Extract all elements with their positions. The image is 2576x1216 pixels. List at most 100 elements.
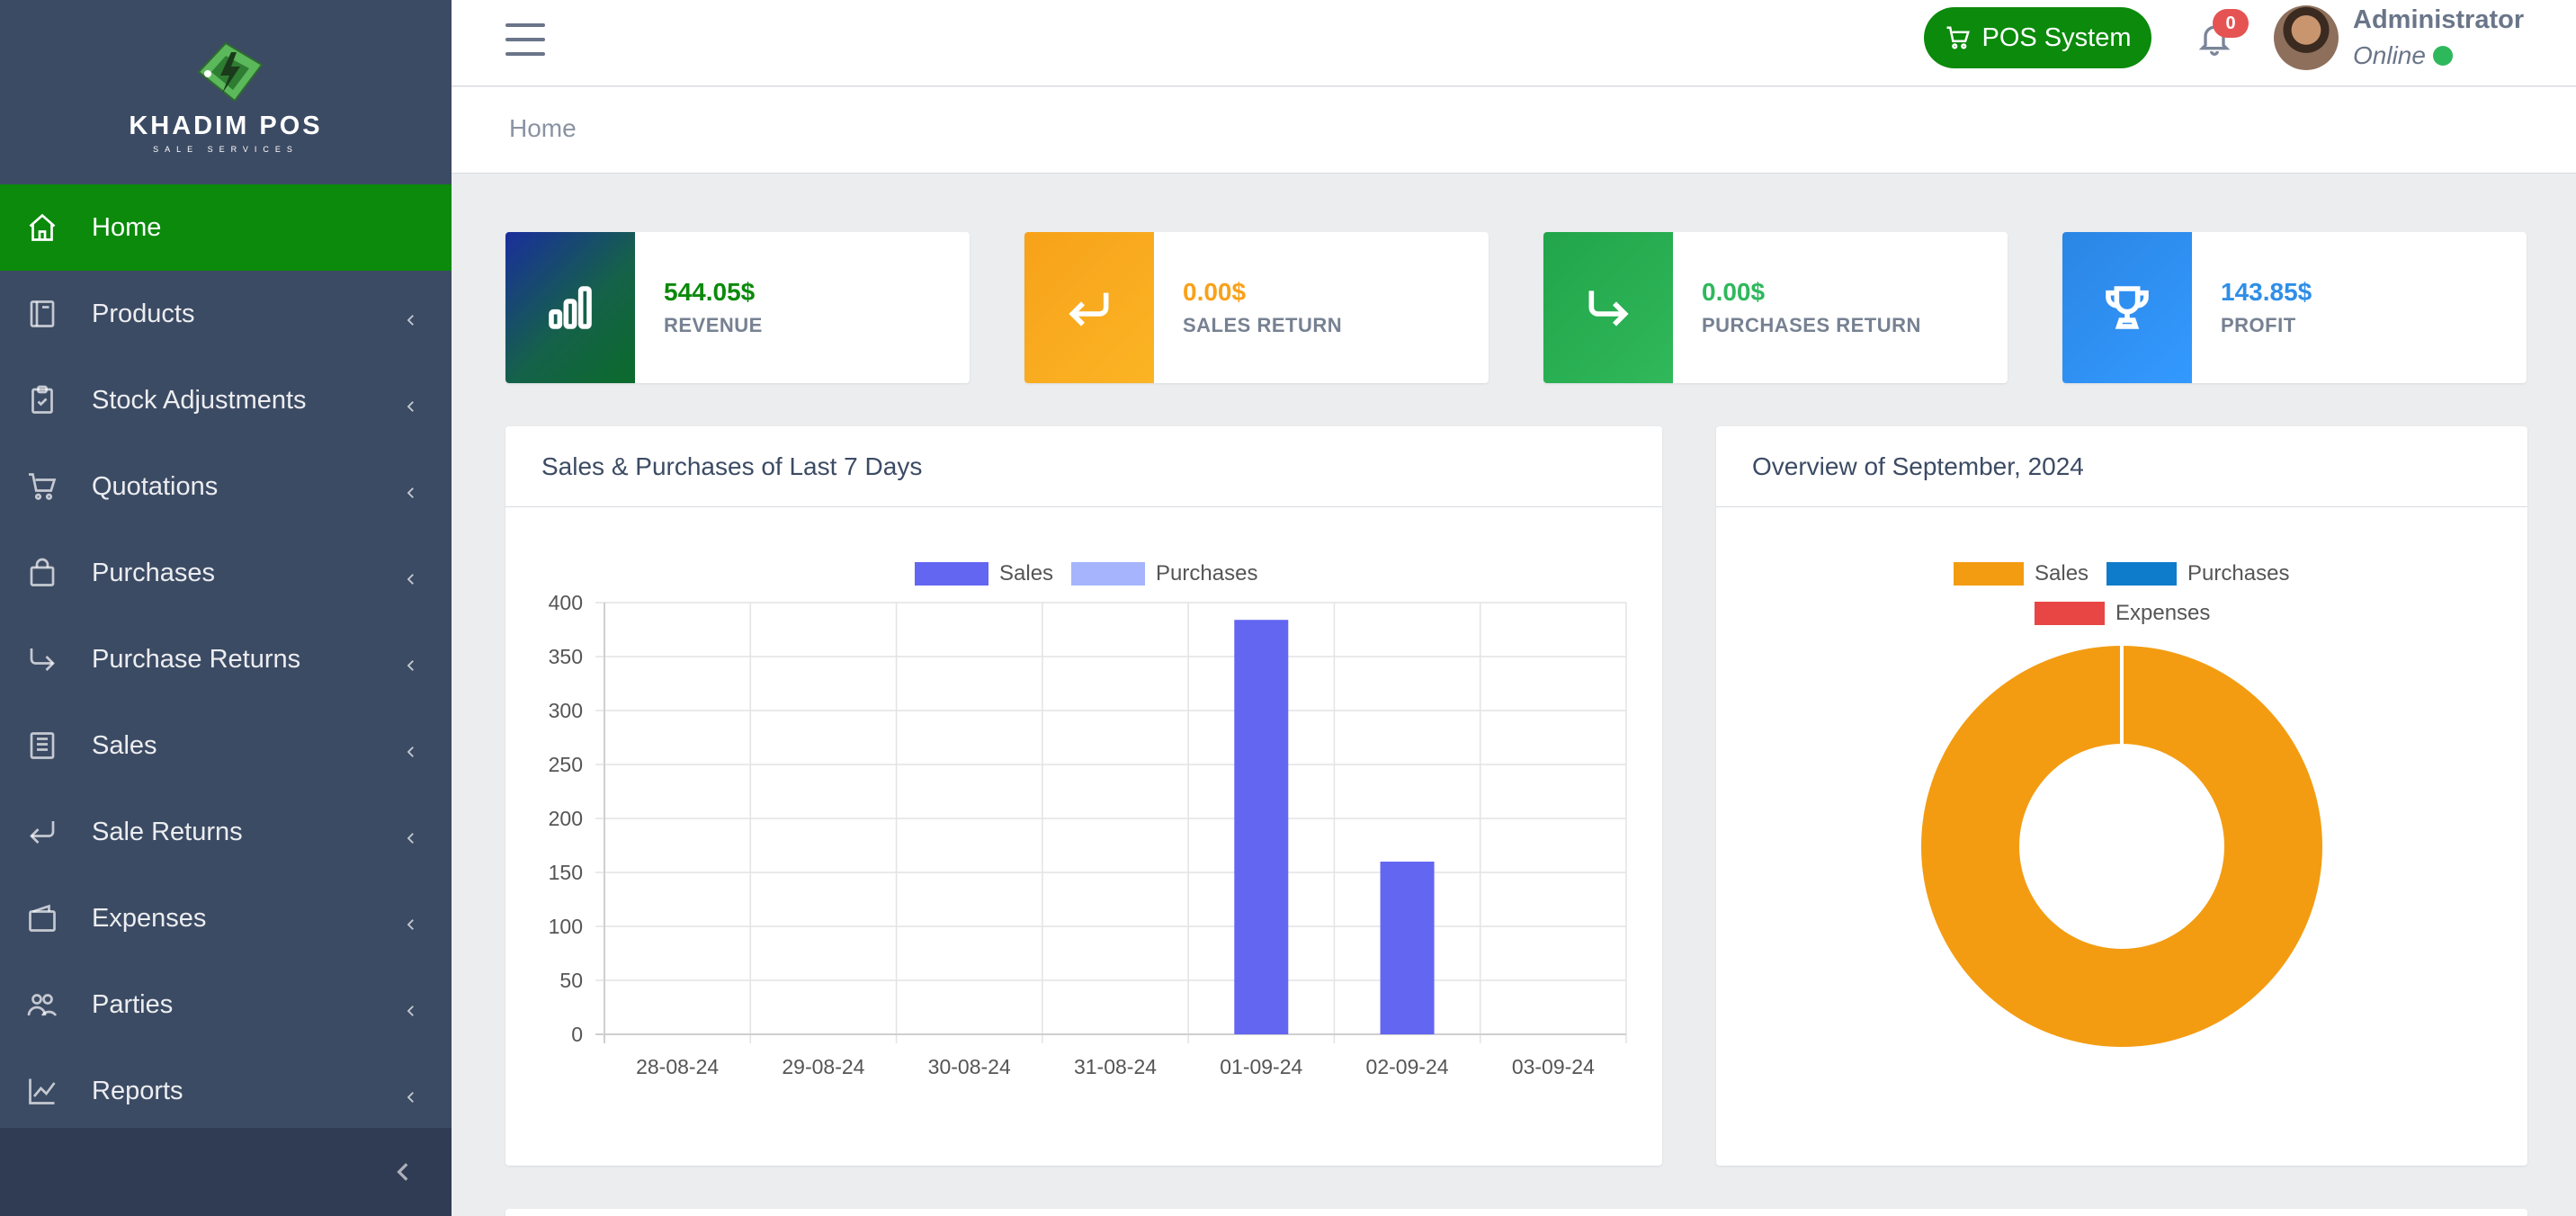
trophy-icon	[2106, 286, 2149, 329]
graph-up-icon	[25, 1074, 59, 1108]
stat-value: 143.85$	[2221, 278, 2312, 306]
sales-purchases-chart-panel: Sales & Purchases of Last 7 Days Sales P…	[505, 426, 1662, 1166]
brand-logo-icon	[197, 41, 264, 103]
legend-label: Purchases	[2187, 561, 2290, 586]
y-tick-label: 350	[549, 645, 583, 668]
sidebar-item-label: Parties	[92, 989, 174, 1019]
stat-value: 544.05$	[664, 278, 756, 306]
bar-chart-legend: Sales Purchases	[915, 561, 1275, 586]
legend-label: Sales	[2035, 561, 2089, 586]
bar-sales	[1234, 620, 1289, 1034]
sidebar-item-purchases[interactable]: Purchases	[0, 530, 452, 616]
legend-label: Sales	[999, 561, 1054, 586]
y-tick-label: 0	[571, 1023, 583, 1046]
sidebar-item-sales[interactable]: Sales	[0, 702, 452, 789]
sidebar-item-label: Home	[92, 212, 162, 242]
stat-icon-box	[1024, 232, 1154, 383]
x-tick-label: 03-09-24	[1512, 1055, 1595, 1078]
donut-chart	[1920, 646, 2322, 1047]
chevron-left-icon	[403, 565, 419, 585]
bar-chart: 0 50 100 150 200 250 300 350 400 28-08-24 29-08-24…	[549, 591, 1627, 1078]
chevron-left-icon	[403, 824, 419, 844]
sidebar-item-label: Stock Adjustments	[92, 385, 307, 415]
sidebar: KHADIM POS SALE SERVICES Home Products Sto…	[0, 0, 452, 1216]
stat-card-profit: 143.85$ PROFIT	[2062, 232, 2527, 383]
sidebar-item-expenses[interactable]: Expenses	[0, 875, 452, 961]
sidebar-item-products[interactable]: Products	[0, 271, 452, 357]
donut-legend-row2: Expenses	[2035, 601, 2228, 626]
brand-tagline: SALE SERVICES	[153, 145, 299, 154]
brand-name: KHADIM POS	[129, 112, 323, 140]
x-tick-label: 31-08-24	[1074, 1055, 1157, 1078]
sidebar-item-reports[interactable]: Reports	[0, 1048, 452, 1134]
legend-item-purchases[interactable]: Purchases	[1071, 561, 1257, 586]
stat-icon-box	[1543, 232, 1673, 383]
y-tick-label: 50	[559, 969, 583, 992]
chevron-left-icon	[403, 651, 419, 671]
chevron-left-icon	[403, 910, 419, 930]
stat-label: PURCHASES RETURN	[1702, 314, 1921, 336]
stat-card-sales-return: 0.00$ SALES RETURN	[1024, 232, 1489, 383]
notifications-button[interactable]: 0	[2196, 9, 2249, 61]
home-icon	[25, 210, 59, 245]
chevron-left-icon	[403, 997, 419, 1016]
stat-card-purchases-return: 0.00$ PURCHASES RETURN	[1543, 232, 2008, 383]
legend-label: Expenses	[2115, 601, 2211, 625]
y-tick-label: 200	[549, 807, 583, 830]
breadcrumb: Home	[452, 87, 2576, 174]
top-header: POS System 0 Administrator Online	[452, 0, 2576, 86]
avatar[interactable]	[2274, 5, 2339, 70]
sidebar-item-stock-adjustments[interactable]: Stock Adjustments	[0, 357, 452, 443]
sidebar-item-label: Reports	[92, 1076, 183, 1105]
stat-label: SALES RETURN	[1183, 314, 1343, 336]
x-tick-label: 30-08-24	[928, 1055, 1011, 1078]
sidebar-item-label: Quotations	[92, 471, 219, 501]
legend-item-sales[interactable]: Sales	[915, 561, 1053, 586]
sidebar-item-label: Expenses	[92, 903, 207, 933]
hamburger-menu-button[interactable]	[505, 22, 545, 58]
cart-icon	[25, 469, 59, 504]
brand[interactable]: KHADIM POS SALE SERVICES	[0, 0, 452, 184]
stat-icon-box	[505, 232, 635, 383]
donut-slice-sales[interactable]	[1920, 646, 2322, 1047]
people-icon	[25, 988, 59, 1022]
bag-icon	[25, 556, 59, 590]
panel-title: Sales & Purchases of Last 7 Days	[505, 426, 1662, 507]
pos-system-label: POS System	[1981, 22, 2132, 52]
sidebar-item-purchase-returns[interactable]: Purchase Returns	[0, 616, 452, 702]
notification-count-badge: 0	[2213, 9, 2249, 38]
chevron-left-icon	[403, 1083, 419, 1103]
return-left-icon	[1069, 292, 1109, 326]
pos-system-button[interactable]: POS System	[1924, 7, 2151, 68]
stat-label: PROFIT	[2221, 314, 2296, 336]
breadcrumb-item-home[interactable]: Home	[509, 114, 577, 142]
sidebar-item-parties[interactable]: Parties	[0, 961, 452, 1048]
receipt-icon	[25, 729, 59, 763]
sidebar-item-label: Sale Returns	[92, 817, 243, 846]
stat-label: REVENUE	[664, 314, 763, 336]
legend-item-sales[interactable]: Sales	[1954, 561, 2089, 586]
y-tick-label: 150	[549, 861, 583, 884]
overview-chart-panel: Overview of September, 2024 Sales Purcha…	[1716, 426, 2527, 1166]
return-right-icon	[1588, 291, 1629, 326]
sidebar-item-sale-returns[interactable]: Sale Returns	[0, 789, 452, 875]
legend-item-purchases[interactable]: Purchases	[2106, 561, 2289, 586]
panel-title: Overview of September, 2024	[1716, 426, 2527, 507]
next-panel	[505, 1209, 2527, 1216]
bar-chart-icon	[549, 286, 592, 329]
arrow-return-left-icon	[25, 815, 59, 849]
sidebar-item-quotations[interactable]: Quotations	[0, 443, 452, 530]
clipboard-check-icon	[25, 383, 59, 417]
sidebar-item-label: Purchase Returns	[92, 644, 301, 674]
y-tick-label: 400	[549, 591, 583, 614]
y-tick-label: 250	[549, 753, 583, 776]
sidebar-minimize-button[interactable]	[0, 1128, 452, 1216]
x-tick-label: 28-08-24	[636, 1055, 719, 1078]
user-status-label: Online	[2353, 41, 2426, 69]
bar-sales	[1380, 862, 1435, 1034]
wallet-icon	[25, 901, 59, 935]
sidebar-item-label: Sales	[92, 730, 157, 760]
legend-item-expenses[interactable]: Expenses	[2035, 601, 2210, 626]
sidebar-item-label: Purchases	[92, 558, 216, 587]
sidebar-item-home[interactable]: Home	[0, 184, 452, 271]
